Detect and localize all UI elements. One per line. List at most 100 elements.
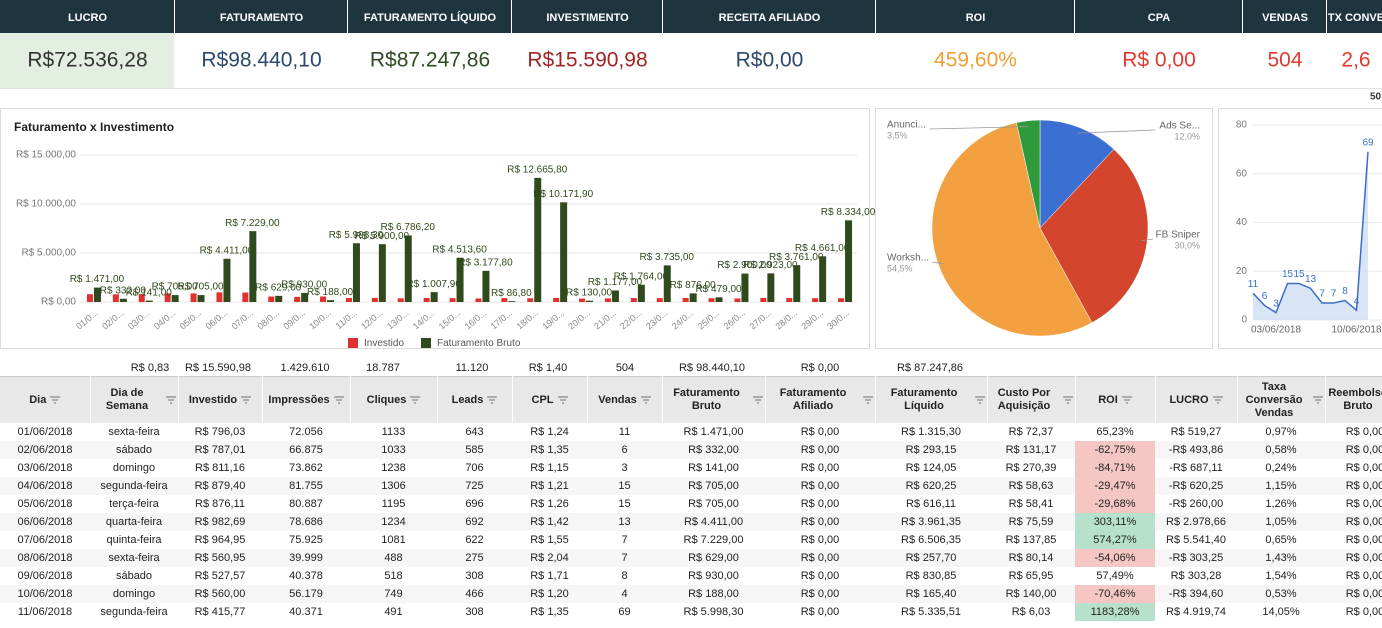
filter-glyph (1212, 396, 1223, 404)
kpi-value: R$72.536,28 (27, 49, 147, 72)
data-label: 7 (1331, 289, 1337, 300)
table-cell: sexta-feira (108, 426, 160, 438)
filter-icon[interactable] (1062, 396, 1073, 404)
bar (456, 257, 464, 302)
filter-icon[interactable] (487, 396, 498, 404)
x-tick-label: 19/0... (540, 308, 566, 332)
legend-swatch (348, 338, 358, 348)
bar (164, 293, 171, 302)
kpi-value: R$87.247,86 (370, 49, 490, 72)
table-cell: R$ 332,00 (662, 441, 765, 459)
kpi-value-bg (348, 33, 511, 88)
y-tick-label: 20 (1236, 266, 1248, 277)
table-cell: -R$ 687,11 (1169, 462, 1223, 474)
pie-percent: 54,5% (887, 263, 913, 273)
bar (560, 202, 568, 302)
filter-icon[interactable] (557, 396, 568, 404)
table-cell: R$ 7.229,00 (683, 534, 744, 546)
table-row: 02/06/2018 sábado R$ 787,01 66.875 1033 585 R$… (0, 441, 1382, 459)
data-label: R$ 1.007,90 (406, 279, 461, 290)
table-cell: 466 (437, 585, 512, 603)
filter-icon[interactable] (752, 396, 763, 404)
table-cell: -R$ 303,25 (1155, 549, 1237, 567)
table-cell: domingo (90, 585, 178, 603)
filter-icon[interactable] (640, 396, 651, 404)
table-cell: 15 (618, 498, 631, 510)
bar (397, 298, 404, 302)
table-cell: terça-feira (109, 498, 159, 510)
bar (630, 298, 637, 302)
table-cell: segunda-feira (90, 477, 178, 495)
filter-glyph (410, 396, 421, 404)
table-cell: 0,97% (1265, 426, 1297, 438)
table-cell: R$ 140,00 (987, 585, 1075, 603)
header-label: Faturamento Afiliado (779, 387, 847, 412)
x-tick-label: 10/0... (307, 308, 333, 332)
total-value: R$ 0,00 (801, 362, 840, 374)
bar (138, 294, 145, 302)
filter-glyph (165, 396, 176, 404)
bar (171, 295, 179, 302)
table-cell: R$ 58,63 (987, 477, 1075, 495)
table-cell: 01/06/2018 (17, 426, 73, 438)
bar (586, 300, 594, 302)
table-cell: R$ 0,00 (1345, 570, 1382, 582)
filter-icon[interactable] (241, 396, 252, 404)
header-label: Faturamento Bruto (673, 387, 740, 412)
table-cell: 749 (350, 585, 437, 603)
filter-icon[interactable] (1212, 396, 1223, 404)
data-label: 13 (1305, 274, 1317, 285)
bar (741, 273, 749, 302)
data-table: Dia Dia de Semana Investido Impressões Cliqu… (0, 376, 1382, 621)
x-tick-label: 18/0... (514, 308, 540, 332)
filter-icon[interactable] (1121, 396, 1132, 404)
kpi-label: VENDAS (1262, 12, 1308, 24)
total-value: R$ 15.590,98 (185, 362, 251, 374)
header-content: Faturamento Líquido (878, 387, 985, 413)
bar (767, 273, 775, 302)
table-cell: R$ 65,95 (1008, 570, 1054, 582)
x-tick-label: 13/0... (385, 308, 411, 332)
pie-label: Ads Se... (1159, 121, 1200, 132)
filter-icon[interactable] (1312, 396, 1323, 404)
column-header: Dia (0, 376, 91, 423)
kpi-value: 504 (1267, 49, 1302, 72)
table-row: 09/06/2018 sábado R$ 527,57 40.378 518 308 R$ … (0, 567, 1382, 585)
bar (268, 296, 275, 302)
bar (611, 290, 619, 302)
x-tick-label: 21/0... (592, 308, 618, 332)
table-cell: R$ 72,37 (1008, 426, 1054, 438)
filter-icon[interactable] (333, 396, 344, 404)
filter-icon[interactable] (410, 396, 421, 404)
x-tick-label: 01/0... (74, 308, 100, 332)
bar (637, 284, 645, 302)
header-label: Investido (188, 393, 238, 406)
header-label: Custo Por Aquisição (997, 387, 1051, 412)
filter-icon[interactable] (862, 396, 873, 404)
table-cell: R$ 0,00 (1325, 549, 1382, 567)
chart-title: Faturamento x Investimento (14, 120, 174, 134)
filter-icon[interactable] (165, 396, 176, 404)
total-value: 504 (616, 362, 634, 374)
panel (1218, 108, 1382, 349)
filter-icon[interactable] (50, 396, 61, 404)
kpi-header-bg (876, 0, 1074, 33)
total-value: R$ 87.247,86 (897, 362, 963, 374)
header-row: Dia Dia de Semana Investido Impressões Cliqu… (0, 376, 1382, 423)
table-cell: sábado (115, 570, 153, 582)
data-label: R$ 5.998,30 (329, 230, 384, 241)
column-header: CPL (512, 376, 588, 423)
table-cell: 40.378 (289, 570, 323, 582)
bar (656, 298, 663, 302)
table-cell: R$ 705,00 (662, 477, 765, 495)
bar (845, 220, 853, 302)
total-value: 18.787 (366, 362, 400, 374)
table-cell: R$ 188,00 (662, 585, 765, 603)
bar (838, 298, 845, 302)
table-cell: R$ 0,00 (1345, 462, 1382, 474)
column-header: Faturamento Líquido (875, 376, 988, 423)
kpi-value: 2,6 (1341, 49, 1370, 72)
table-cell: R$ 0,00 (800, 570, 840, 582)
header-label: ROI (1098, 393, 1118, 406)
filter-icon[interactable] (974, 396, 985, 404)
